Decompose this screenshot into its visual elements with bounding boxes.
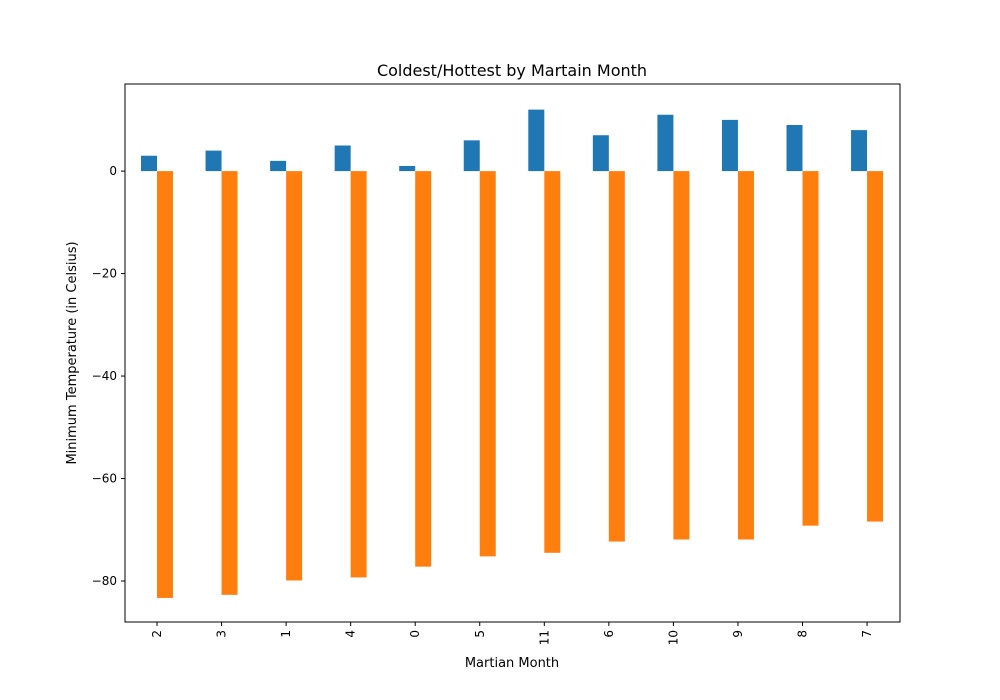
bar-series2-month-8 — [802, 171, 819, 526]
x-tick-label: 8 — [796, 630, 810, 638]
bar-series1-month-8 — [786, 124, 803, 172]
bar-series1-month-1 — [270, 160, 287, 172]
bar-series2-month-2 — [157, 171, 173, 598]
x-tick-label: 3 — [215, 630, 229, 638]
x-tick-label: 11 — [537, 630, 551, 645]
bar-series2-month-3 — [221, 171, 238, 595]
x-axis: 2 3 1 4 0 5 11 6 10 9 8 7 — [150, 622, 874, 645]
bars-layer — [141, 109, 884, 598]
x-tick-label: 4 — [344, 630, 358, 638]
x-tick-label: 2 — [150, 630, 164, 638]
bar-series2-month-0 — [415, 171, 432, 567]
bar-series2-month-6 — [608, 171, 625, 542]
bar-series1-month-7 — [851, 130, 868, 172]
bar-series2-month-7 — [867, 171, 884, 522]
y-axis-label: Minimum Temperature (in Celsius) — [65, 241, 80, 464]
x-tick-label: 5 — [473, 630, 487, 638]
x-tick-label: 6 — [602, 630, 616, 638]
bar-series2-month-5 — [479, 171, 496, 557]
y-tick-label: −40 — [92, 369, 117, 383]
bar-series2-month-11 — [544, 171, 561, 553]
bar-series1-month-3 — [205, 150, 222, 172]
y-tick-label: −60 — [92, 472, 117, 486]
y-tick-label: −20 — [92, 267, 117, 281]
y-tick-label: −80 — [92, 574, 117, 588]
bar-series1-month-6 — [592, 135, 609, 172]
y-tick-label: 0 — [109, 164, 117, 178]
bar-series1-month-10 — [657, 114, 674, 172]
plot-area-frame — [124, 83, 901, 623]
bar-series1-month-0 — [399, 165, 416, 172]
x-tick-label: 9 — [731, 630, 745, 638]
bar-series1-month-4 — [334, 145, 351, 172]
bar-series1-month-5 — [463, 140, 480, 172]
bar-series2-month-9 — [737, 171, 754, 540]
x-axis-label: Martian Month — [465, 656, 559, 671]
bar-series2-month-4 — [350, 171, 367, 578]
bar-series1-month-11 — [528, 109, 545, 172]
y-axis: 0 −20 −40 −60 −80 — [92, 164, 125, 588]
x-tick-label: 1 — [279, 630, 293, 638]
bar-series1-month-2 — [141, 155, 157, 172]
chart-title: Coldest/Hottest by Martain Month — [377, 61, 647, 80]
bar-series1-month-9 — [721, 119, 738, 172]
x-tick-label: 10 — [666, 630, 680, 645]
x-tick-label: 0 — [408, 630, 422, 638]
x-tick-label: 7 — [860, 630, 874, 638]
bar-series2-month-10 — [673, 171, 690, 540]
bar-series2-month-1 — [286, 171, 303, 581]
